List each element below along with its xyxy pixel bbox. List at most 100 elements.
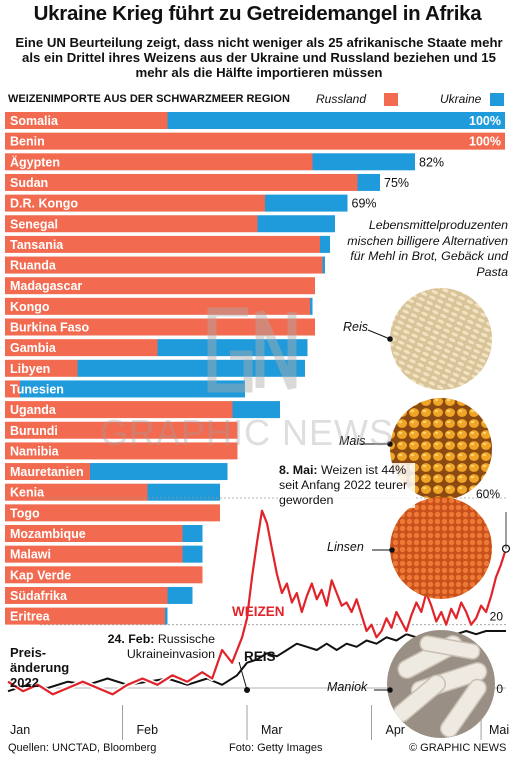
- bar-label-senegal: Senegal: [10, 217, 58, 231]
- substitution-note: Lebensmittelproduzenten mischen billiger…: [347, 218, 508, 279]
- graphic-news-watermark: GRAPHIC NEWS: [100, 412, 395, 453]
- footer-photo-credit: Foto: Getty Images: [229, 742, 323, 754]
- wheat-price-line: [7, 509, 508, 696]
- bar-label-tunesien: Tunesien: [10, 382, 64, 396]
- bar-label-d-r-kongo: D.R. Kongo: [10, 197, 78, 211]
- x-tick-label-Mar: Mar: [261, 723, 283, 737]
- bar-label-libyen: Libyen: [10, 362, 50, 376]
- x-tick-label-Apr: Apr: [386, 723, 405, 737]
- maize-label: Mais: [339, 434, 366, 448]
- legend-title: WEIZENIMPORTE AUS DER SCHWARZMEER REGION: [8, 93, 290, 105]
- bar-russia-somalia: [5, 112, 168, 129]
- rice-photo: [390, 288, 492, 390]
- bar-russia-ruanda: [5, 256, 323, 274]
- bar-russia-kap-verde: [5, 566, 203, 584]
- feb24-annotation: 24. Feb: Russische Ukraineinvasion: [85, 632, 215, 662]
- bar-chart: Somalia 100% Benin 100% Ägypten 82% Sudan 75% D.…: [5, 112, 505, 625]
- feb24-pointer: [238, 661, 248, 691]
- bar-label-kenia: Kenia: [10, 486, 45, 500]
- bar-russia-burkina-faso: [5, 318, 315, 336]
- data-label-somalia: 100%: [469, 114, 501, 128]
- bar-label-namibia: Namibia: [10, 444, 60, 458]
- bar-russia-libyen: [5, 359, 78, 377]
- x-tick-label-Jan: Jan: [10, 723, 30, 737]
- bar-label-ruanda: Ruanda: [10, 259, 57, 273]
- bar-russia-kongo: [5, 297, 310, 315]
- feb24-dot: [244, 687, 251, 693]
- bar-label-gambia: Gambia: [10, 341, 57, 355]
- bar-label-burkina-faso: Burkina Faso: [10, 321, 90, 335]
- bar-russia-tunesien: [5, 380, 20, 398]
- wheat-series-label: WEIZEN: [232, 604, 285, 619]
- bar-label-mozambique: Mozambique: [10, 527, 86, 541]
- bar-russia-uganda: [5, 401, 233, 419]
- lentils-photo: [390, 497, 492, 599]
- bar-russia-kenia: [5, 483, 148, 501]
- bar-label-togo: Togo: [10, 506, 40, 520]
- bar-label-ägypten: Ägypten: [10, 154, 60, 169]
- bar-russia-ägypten: [5, 153, 313, 171]
- bar-ukraine-uganda: [232, 401, 280, 419]
- bar-ukraine-senegal: [257, 215, 335, 233]
- lentils-label: Linsen: [327, 540, 364, 554]
- page-title: Ukraine Krieg führt zu Getreidemangel in…: [33, 2, 482, 25]
- legend-russia-swatch: [384, 93, 398, 106]
- bar-ukraine-libyen: [77, 359, 305, 377]
- rice-series-label: REIS: [244, 649, 276, 664]
- feb24-date: 24. Feb:: [107, 632, 155, 646]
- may8-annotation: 8. Mai: Weizen ist 44% seit Anfang 2022 …: [279, 463, 415, 508]
- bar-ukraine-tunesien: [20, 380, 245, 398]
- bar-ukraine-ägypten: [312, 153, 415, 171]
- bar-label-südafrika: Südafrika: [10, 589, 68, 603]
- lentils-leader-dot: [389, 547, 395, 553]
- bar-russia-südafrika: [5, 586, 168, 604]
- maize-leader-dot: [387, 441, 393, 447]
- bar-label-eritrea: Eritrea: [10, 610, 51, 624]
- bar-russia-togo: [5, 504, 220, 522]
- x-tick-label-Mai: Mai: [489, 723, 509, 737]
- feb24-text: Russische Ukraineinvasion: [126, 632, 215, 661]
- bar-ukraine-malawi: [182, 545, 203, 563]
- maize-photo: [390, 398, 492, 500]
- may8-date: 8. Mai:: [279, 463, 318, 477]
- data-label-d-r-kongo: 69%: [352, 197, 377, 211]
- bar-ukraine-tansania: [320, 235, 330, 253]
- bar-label-sudan: Sudan: [10, 176, 48, 190]
- bar-ukraine-südafrika: [167, 586, 193, 604]
- bar-ukraine-mauretanien: [90, 463, 228, 481]
- line-chart: 60% 20 0 Jan Feb Mar Apr Mai WEIZEN REIS: [6, 487, 511, 740]
- bar-label-madagascar: Madagascar: [10, 279, 82, 293]
- bar-label-somalia: Somalia: [10, 114, 59, 128]
- bar-ukraine-gambia: [157, 339, 308, 357]
- bar-ukraine-kongo: [310, 297, 313, 315]
- bar-label-benin: Benin: [10, 135, 45, 149]
- data-label-ägypten: 82%: [419, 155, 444, 169]
- bar-label-kongo: Kongo: [10, 300, 50, 314]
- bar-label-mauretanien: Mauretanien: [10, 465, 84, 479]
- footer-sources: Quellen: UNCTAD, Bloomberg: [8, 742, 157, 754]
- bar-label-tansania: Tansania: [10, 238, 64, 252]
- bar-russia-namibia: [5, 442, 238, 460]
- rice-label: Reis: [343, 320, 369, 334]
- x-tick-label-Feb: Feb: [137, 723, 159, 737]
- bar-russia-mozambique: [5, 525, 183, 542]
- bar-russia-sudan: [5, 173, 358, 191]
- rice-leader: [367, 329, 391, 340]
- bar-label-malawi: Malawi: [10, 548, 51, 562]
- bar-ukraine-sudan: [357, 173, 380, 191]
- bar-russia-d-r-kongo: [5, 194, 265, 212]
- bar-ukraine-ruanda: [322, 256, 325, 274]
- bar-ukraine-kenia: [147, 483, 220, 501]
- bar-ukraine-somalia: [167, 112, 505, 129]
- data-label-benin: 100%: [469, 135, 501, 149]
- cassava-label: Maniok: [327, 680, 368, 694]
- cassava-photo: [387, 630, 495, 738]
- bar-label-burundi: Burundi: [10, 424, 58, 438]
- legend-ukraine-swatch: [490, 93, 504, 106]
- y-tick-label-60: 60%: [476, 487, 500, 501]
- legend-russia-label: Russland: [316, 92, 367, 106]
- bar-ukraine-d-r-kongo: [265, 194, 348, 212]
- price-change-label: Preis- änderung 2022: [10, 645, 70, 690]
